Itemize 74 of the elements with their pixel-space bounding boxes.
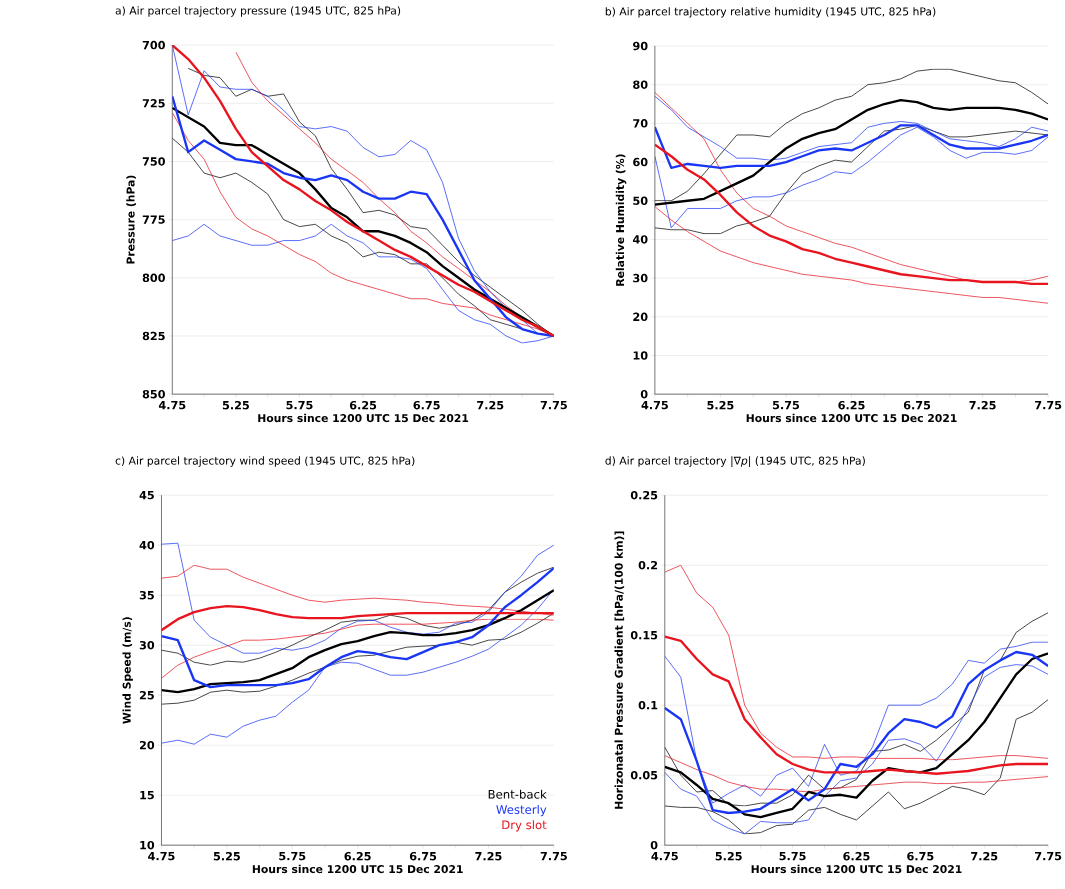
y-axis-title: Horizonatal Pressure Gradient [hPa/(100 km)] [614,531,625,809]
x-axis-title: Hours since 1200 UTC 15 Dec 2021 [746,413,957,422]
y-tick-label: 0 [640,389,648,399]
x-tick-label: 7.75 [540,851,567,861]
y-tick-label: 0.2 [638,560,658,570]
x-axis-title: Hours since 1200 UTC 15 Dec 2021 [252,864,463,873]
x-tick-label: 5.25 [715,851,742,861]
y-tick-label: 10 [140,840,155,850]
chart-title: d) Air parcel trajectory |∇p| (1945 UTC, 825 hPa) [605,456,865,467]
x-tick-label: 5.75 [779,851,806,861]
x-tick-label: 5.25 [213,851,240,861]
text: Westerly [496,804,547,817]
y-tick-label: 0.05 [630,770,658,780]
y-tick-label: 40 [139,540,155,550]
y-tick-label: 80 [633,80,648,89]
x-tick-label: 6.75 [907,851,934,861]
chart-title: b) Air parcel trajectory relative humidity (1945 UTC, 825 hPa) [605,6,936,18]
y-tick-label: 825 [142,331,165,341]
y-tick-label: 775 [142,215,165,224]
y-tick-label: 0.1 [638,700,658,710]
x-tick-label: 7.25 [477,400,504,410]
x-tick-label: 4.75 [651,851,678,861]
y-axis-title: Pressure (hPa) [126,175,136,264]
chart-title: c) Air parcel trajectory wind speed (1945 UTC, 825 hPa) [115,456,415,467]
y-tick-label: 35 [139,590,154,600]
x-tick-label: 6.75 [413,400,440,410]
y-axis-title: Wind Speed (m/s) [122,617,133,724]
y-tick-label: 10 [633,351,648,360]
y-tick-label: 50 [633,196,648,205]
x-tick-label: 6.25 [349,400,377,410]
text: Dry slot [502,820,547,832]
y-tick-label: 30 [139,640,155,650]
x-tick-label: 7.75 [540,400,567,410]
y-tick-label: 90 [633,41,648,51]
x-tick-label: 5.75 [772,400,800,410]
y-tick-label: 725 [142,98,165,108]
y-tick-label: 700 [142,40,165,50]
y-tick-label: 20 [139,740,155,750]
y-axis-title: Relative Humidity (%) [615,154,627,286]
chart-title: a) Air parcel trajectory pressure (1945 UTC, 825 hPa) [115,6,401,17]
x-tick-label: 6.25 [838,400,865,410]
y-tick-label: 0.25 [630,490,658,500]
y-tick-label: 15 [140,790,154,800]
y-tick-label: 70 [633,118,648,128]
x-tick-label: 6.75 [903,400,931,410]
x-tick-label: 5.75 [286,400,313,410]
x-tick-label: 7.25 [969,400,996,410]
y-tick-label: 40 [632,234,648,244]
text: Bent-back [488,789,547,799]
x-tick-label: 6.75 [409,851,437,861]
y-tick-label: 850 [142,389,165,399]
x-tick-label: 5.25 [707,400,734,410]
x-tick-label: 7.25 [475,851,502,861]
y-tick-label: 30 [633,273,648,283]
x-tick-label: 4.75 [641,400,668,410]
y-tick-label: 60 [633,157,648,167]
x-axis-title: Hours since 1200 UTC 15 Dec 2021 [258,413,469,422]
x-tick-label: 4.75 [158,400,186,410]
x-tick-label: 7.75 [1035,400,1062,410]
x-tick-label: 5.75 [279,851,306,861]
y-tick-label: 45 [139,490,154,500]
y-tick-label: 0 [650,840,658,850]
x-tick-label: 5.25 [222,400,249,410]
x-tick-label: 6.25 [344,851,371,861]
y-tick-label: 20 [633,312,648,321]
x-axis-title: Hours since 1200 UTC 15 Dec 2021 [751,864,962,873]
y-tick-label: 25 [139,690,154,700]
x-tick-label: 7.75 [1035,851,1062,861]
x-tick-label: 4.75 [148,851,175,861]
y-tick-label: 750 [142,157,165,166]
x-tick-label: 6.25 [843,851,870,861]
x-tick-label: 7.25 [971,851,998,861]
y-tick-label: 0.15 [630,630,658,640]
y-tick-label: 800 [142,273,165,282]
